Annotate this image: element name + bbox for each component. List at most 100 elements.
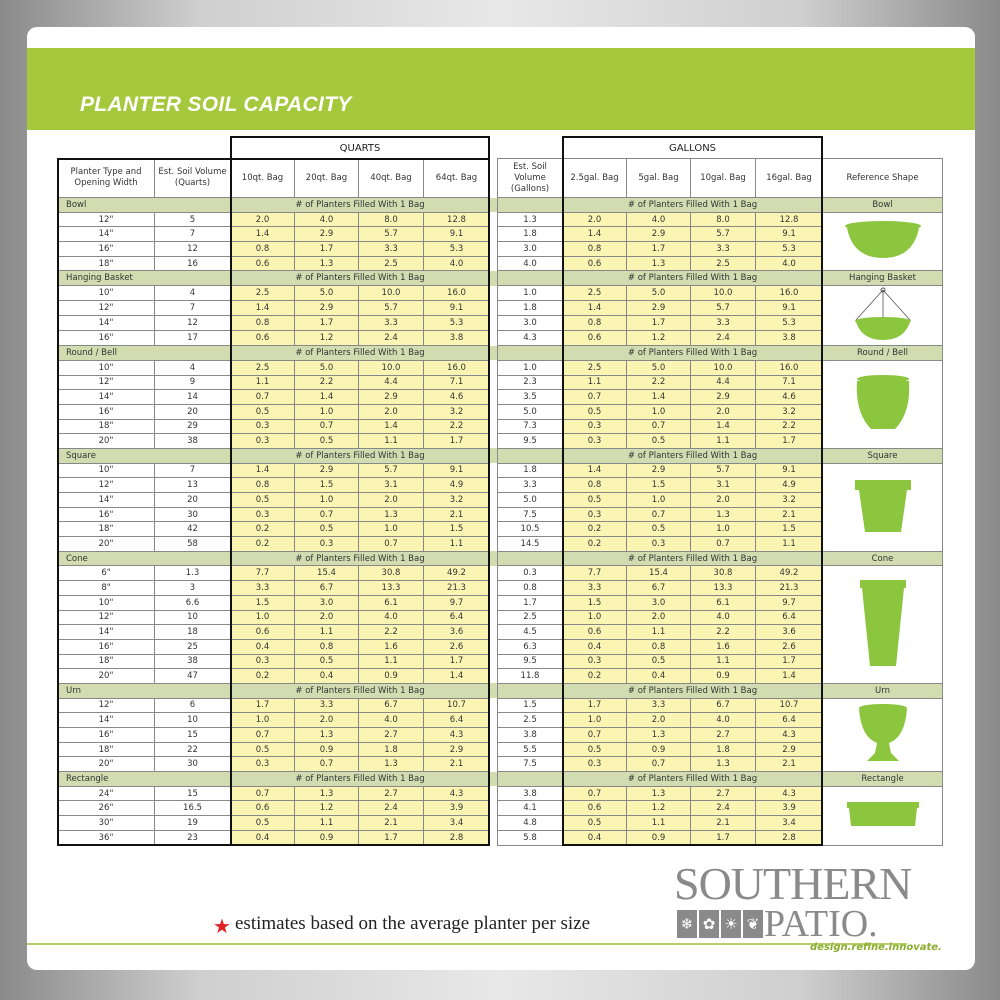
- bag-40qt: 10.0: [358, 285, 424, 302]
- bag-20qt: 0.7: [294, 756, 359, 773]
- bag-10qt: 0.3: [230, 433, 295, 449]
- opening-width: 20": [57, 433, 155, 449]
- bag-64qt: 9.1: [423, 462, 490, 479]
- soil-volume-gallons: 14.5: [497, 536, 563, 552]
- bag-40qt: 13.3: [358, 580, 424, 596]
- bag-16gal: 12.8: [755, 211, 823, 228]
- bag-16gal: 1.4: [755, 668, 823, 684]
- column-header-row: Planter Type and Opening Width Est. Soil …: [57, 158, 943, 198]
- bag-10gal: 2.7: [690, 785, 756, 802]
- quarts-group-header: QUARTS: [230, 136, 490, 159]
- section-gallon-spacer: [497, 270, 563, 287]
- bag-10qt: 0.2: [230, 536, 295, 552]
- bag-10qt: 0.5: [230, 741, 295, 758]
- column-gap: [489, 536, 498, 552]
- bag-40qt: 2.7: [358, 727, 424, 743]
- soil-volume-gallons: 10.5: [497, 521, 563, 538]
- column-gap: [489, 389, 498, 405]
- bag-20qt: 0.5: [294, 653, 359, 670]
- column-gap: [489, 727, 498, 743]
- bag-16gal: 2.2: [755, 418, 823, 435]
- opening-width: 20": [57, 668, 155, 684]
- bag-10qt: 0.4: [230, 829, 295, 846]
- bag-2-5gal: 2.5: [562, 285, 627, 302]
- bag-20qt: 0.5: [294, 433, 359, 449]
- bag-40qt: 1.3: [358, 506, 424, 523]
- bag-5gal: 0.5: [626, 521, 691, 538]
- bag-2-5gal: 0.7: [562, 727, 627, 743]
- bag-64qt: 1.1: [423, 536, 490, 552]
- bag-10gal: 1.3: [690, 756, 756, 773]
- opening-width: 12": [57, 374, 155, 391]
- opening-width: 18": [57, 653, 155, 670]
- bag-10gal: 3.1: [690, 477, 756, 493]
- opening-width: 12": [57, 609, 155, 626]
- bag-10qt: 3.3: [230, 580, 295, 596]
- table-row: 14" 14 0.7 1.4 2.9 4.6 3.5 0.7 1.4 2.9 4.6: [57, 389, 943, 405]
- table-row: 12" 5 2.0 4.0 8.0 12.8 1.3 2.0 4.0 8.0 12.8: [57, 211, 943, 272]
- bag-10qt: 0.7: [230, 389, 295, 405]
- bag-10gal: 4.0: [690, 609, 756, 626]
- bag-10gal: 6.1: [690, 594, 756, 611]
- bag-2-5gal: 0.6: [562, 624, 627, 640]
- bag-10gal: 6.7: [690, 697, 756, 714]
- soil-volume-quarts: 4: [154, 359, 231, 376]
- table-row: 12" 6 1.7 3.3 6.7 10.7 1.5 1.7 3.3 6.7 10.7: [57, 697, 943, 773]
- bag-2-5gal: 0.5: [562, 815, 627, 831]
- bag-40qt: 3.3: [358, 315, 424, 332]
- bag-64qt: 2.6: [423, 638, 490, 655]
- bag-5gal: 0.9: [626, 829, 691, 846]
- section-name: Square: [57, 447, 231, 464]
- bag-16gal: 6.4: [755, 712, 823, 728]
- bag-20qt: 0.8: [294, 638, 359, 655]
- bag-20qt: 1.0: [294, 403, 359, 420]
- soil-volume-gallons: 9.5: [497, 433, 563, 449]
- table-row: 16" 30 0.3 0.7 1.3 2.1 7.5 0.3 0.7 1.3 2.1: [57, 506, 943, 523]
- urn-shape-icon: [822, 697, 943, 773]
- bag-10qt: 0.8: [230, 477, 295, 493]
- bag-2-5gal: 0.3: [562, 433, 627, 449]
- opening-width: 6": [57, 565, 155, 582]
- bag-5gal: 1.7: [626, 315, 691, 332]
- soil-volume-gallons: 9.5: [497, 653, 563, 670]
- column-gap: [489, 212, 498, 227]
- opening-width: 20": [57, 756, 155, 773]
- table-row: 18" 22 0.5 0.9 1.8 2.9 5.5 0.5 0.9 1.8 2.9: [57, 741, 943, 758]
- bag-64qt: 4.3: [423, 785, 490, 802]
- reference-shape-name: Hanging Basket: [822, 270, 943, 287]
- column-gap: [489, 565, 498, 581]
- bag-10qt: 0.7: [230, 727, 295, 743]
- bag-2-5gal: 0.6: [562, 330, 627, 347]
- column-gap: [489, 158, 498, 198]
- column-gap: [489, 256, 498, 271]
- bag-5gal: 1.0: [626, 403, 691, 420]
- column-gap: [489, 800, 498, 816]
- bag-5gal: 0.7: [626, 756, 691, 773]
- soil-volume-quarts: 6: [154, 697, 231, 714]
- soil-volume-quarts: 10: [154, 712, 231, 728]
- soil-volume-gallons: 2.5: [497, 609, 563, 626]
- bag-40qt: 1.4: [358, 418, 424, 435]
- section-header-row: Urn # of Planters Filled With 1 Bag # of P…: [57, 682, 943, 699]
- bag-10gal: 1.7: [690, 829, 756, 846]
- bag-64qt: 3.4: [423, 815, 490, 831]
- column-gap: [489, 668, 498, 684]
- column-gap: [489, 815, 498, 831]
- section-gallon-spacer: [497, 447, 563, 464]
- bag-64qt: 7.1: [423, 374, 490, 391]
- section-label: # of Planters Filled With 1 Bag: [230, 550, 490, 567]
- table-row: 18" 38 0.3 0.5 1.1 1.7 9.5 0.3 0.5 1.1 1.7: [57, 653, 943, 670]
- soil-volume-gallons: 3.3: [497, 477, 563, 493]
- page-title: PLANTER SOIL CAPACITY: [80, 93, 352, 116]
- bag-10qt: 0.6: [230, 330, 295, 347]
- bag-40qt: 1.8: [358, 741, 424, 758]
- bag-16gal: 3.2: [755, 492, 823, 508]
- bag-2-5gal: 1.4: [562, 226, 627, 243]
- section-name: Bowl: [57, 197, 231, 213]
- opening-width: 12": [57, 697, 155, 714]
- bag-5gal: 0.9: [626, 741, 691, 758]
- bag-5gal: 3.3: [626, 697, 691, 714]
- section-header-row: Bowl # of Planters Filled With 1 Bag # of …: [57, 197, 943, 213]
- column-header: 20qt. Bag: [294, 158, 359, 198]
- bag-5gal: 5.0: [626, 285, 691, 302]
